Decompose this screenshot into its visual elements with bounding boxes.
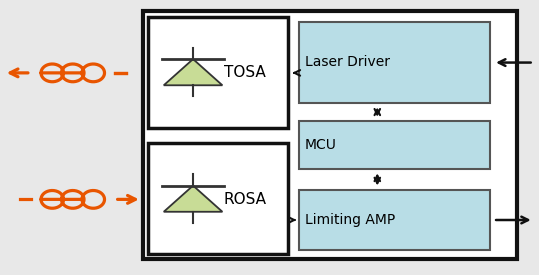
- FancyBboxPatch shape: [299, 190, 490, 250]
- FancyBboxPatch shape: [148, 143, 288, 254]
- FancyBboxPatch shape: [143, 11, 517, 258]
- Polygon shape: [164, 59, 223, 85]
- Text: TOSA: TOSA: [224, 65, 265, 80]
- Polygon shape: [164, 186, 223, 212]
- FancyBboxPatch shape: [148, 16, 288, 128]
- Text: MCU: MCU: [305, 138, 336, 152]
- Text: Laser Driver: Laser Driver: [305, 55, 390, 69]
- FancyBboxPatch shape: [299, 22, 490, 103]
- Text: Limiting AMP: Limiting AMP: [305, 213, 395, 227]
- FancyBboxPatch shape: [299, 121, 490, 169]
- Text: ROSA: ROSA: [224, 192, 267, 207]
